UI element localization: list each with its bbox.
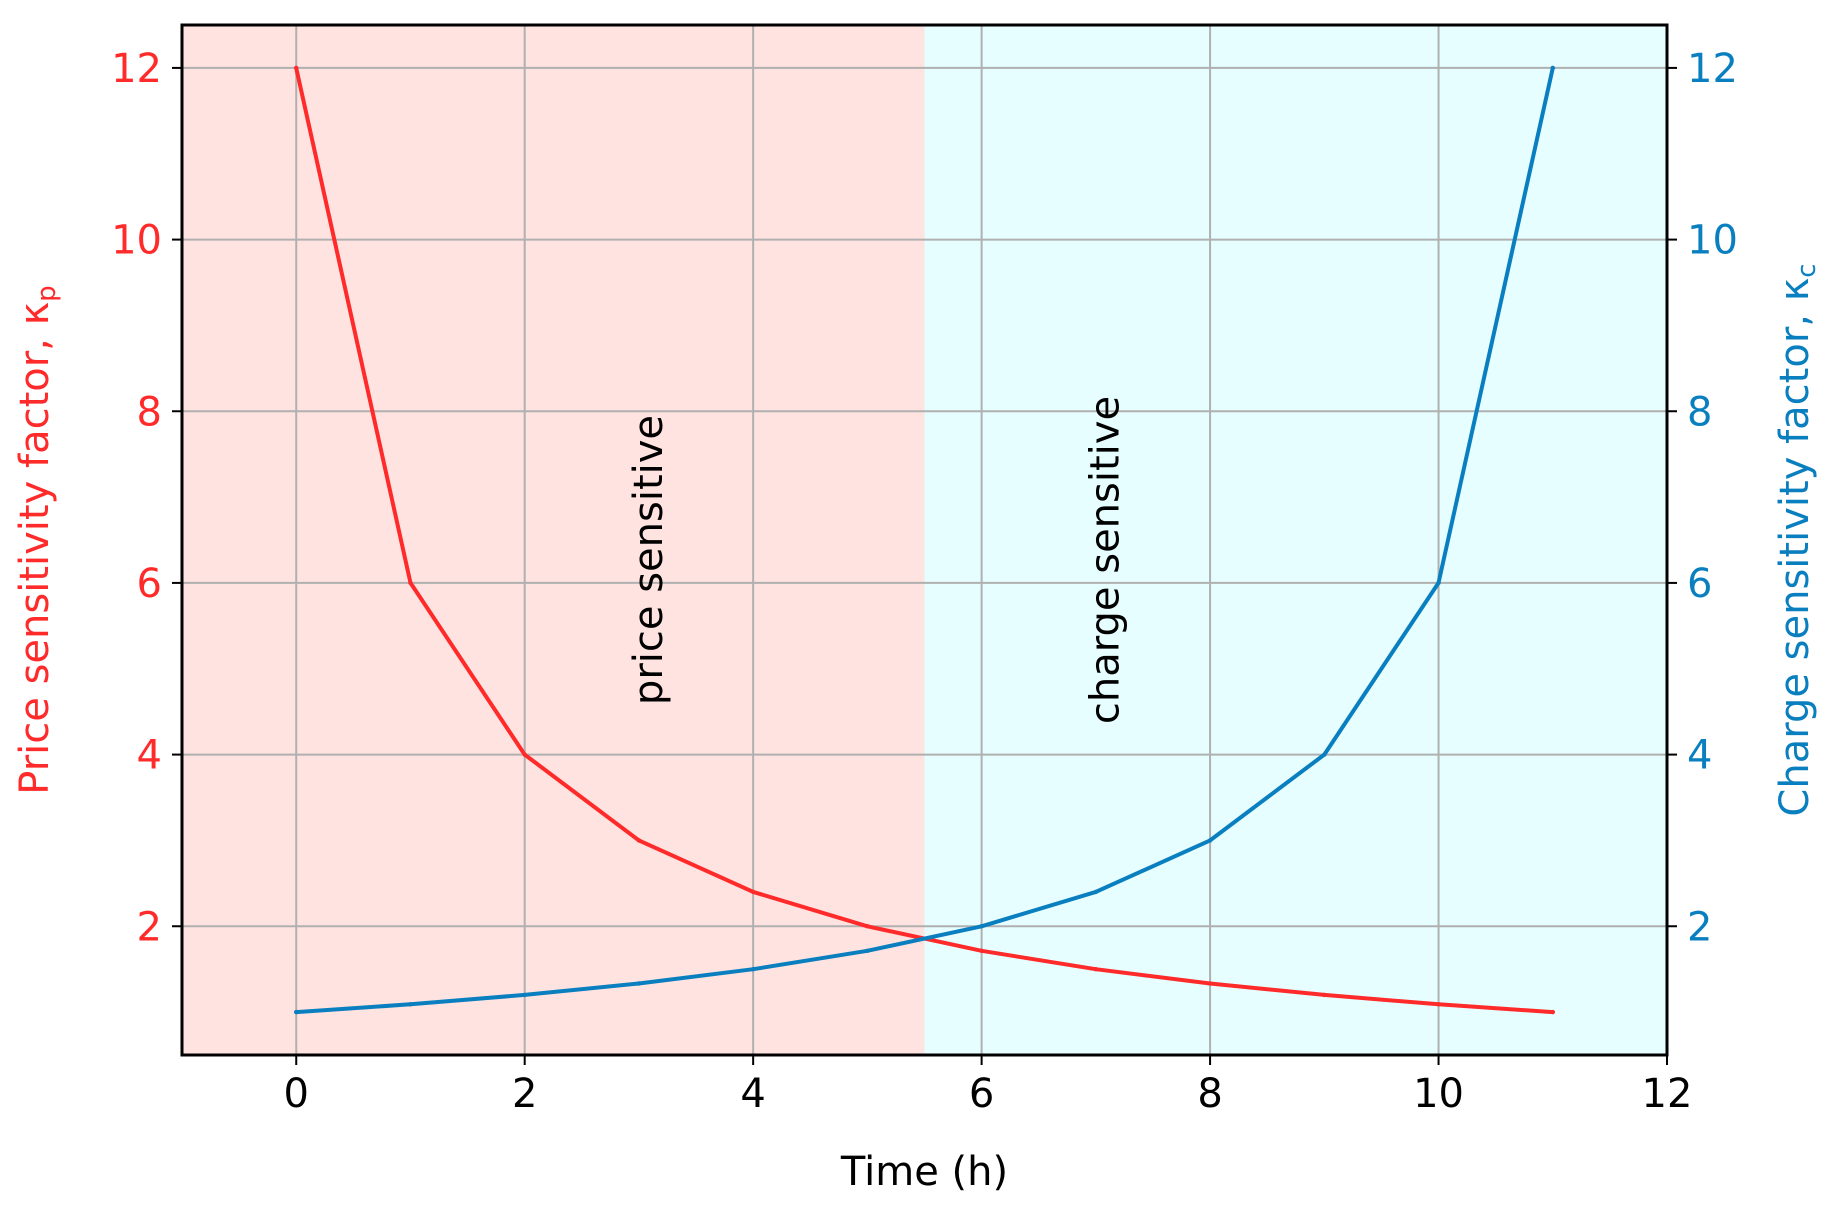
data-point-1-3 (636, 981, 642, 986)
x-tick-label-6: 6 (969, 1071, 994, 1117)
series-lines (294, 65, 1555, 1015)
data-point-0-11 (1550, 1009, 1555, 1015)
left-axis-label-group: Price sensitivity factor, κp (12, 285, 62, 794)
left-axis-label-subscript: p (32, 285, 62, 302)
right-tick-label-8: 8 (1687, 389, 1712, 435)
background-regions (182, 25, 1667, 1055)
right-axis-ticks: 2 4 6 8 10 12 (1667, 46, 1738, 950)
x-tick-label-10: 10 (1413, 1071, 1464, 1117)
right-tick-label-12: 12 (1687, 46, 1738, 92)
series-line-1 (294, 65, 1555, 1015)
region-label-1: charge sensitive (1083, 396, 1129, 724)
region-labels: price sensitive charge sensitive (626, 396, 1129, 724)
region-0 (182, 25, 925, 1055)
left-tick-label-8: 8 (137, 389, 162, 435)
x-axis-label: Time (h) (840, 1149, 1008, 1195)
right-axis-label: Charge sensitivity factor, κc (1772, 263, 1822, 816)
data-point-1-8 (1207, 838, 1213, 843)
data-point-1-9 (1322, 752, 1327, 757)
x-axis-ticks: 0 2 4 6 8 10 12 (284, 1055, 1693, 1117)
left-tick-label-4: 4 (137, 733, 162, 779)
data-point-0-6 (979, 948, 984, 953)
x-tick-label-12: 12 (1642, 1071, 1693, 1117)
data-point-1-0 (294, 1009, 299, 1015)
right-tick-label-10: 10 (1687, 218, 1738, 264)
data-point-1-4 (750, 966, 756, 972)
data-point-0-0 (294, 65, 299, 71)
x-tick-label-4: 4 (740, 1071, 765, 1117)
data-point-1-5 (865, 948, 870, 953)
data-point-1-1 (408, 1002, 413, 1007)
data-point-0-2 (522, 752, 527, 757)
data-point-0-4 (750, 889, 756, 895)
data-point-0-7 (1093, 966, 1099, 972)
data-point-0-5 (865, 924, 870, 929)
right-tick-label-2: 2 (1687, 904, 1712, 950)
right-tick-label-6: 6 (1687, 561, 1712, 607)
x-tick-label-0: 0 (284, 1071, 309, 1117)
grid (182, 25, 1668, 1055)
right-tick-label-4: 4 (1687, 733, 1712, 779)
left-tick-label-2: 2 (137, 904, 162, 950)
data-point-0-9 (1322, 992, 1327, 998)
data-point-1-2 (522, 992, 527, 998)
left-axis-label: Price sensitivity factor, κp (12, 285, 62, 794)
data-point-0-10 (1436, 1002, 1441, 1007)
left-tick-label-6: 6 (137, 561, 162, 607)
data-point-0-1 (408, 580, 413, 586)
left-axis-ticks: 2 4 6 8 10 12 (111, 46, 182, 950)
data-point-1-6 (979, 924, 984, 929)
data-point-1-10 (1436, 580, 1441, 586)
right-axis-label-group: Charge sensitivity factor, κc (1772, 263, 1822, 816)
x-tick-label-2: 2 (512, 1071, 537, 1117)
region-label-0: price sensitive (626, 415, 672, 705)
region-1 (924, 25, 1667, 1055)
data-point-0-3 (636, 838, 642, 843)
left-tick-label-10: 10 (111, 218, 162, 264)
data-point-0-8 (1207, 981, 1213, 986)
data-point-1-11 (1550, 65, 1555, 71)
left-tick-label-12: 12 (111, 46, 162, 92)
plot-frame (180, 23, 1669, 1057)
data-point-1-7 (1093, 889, 1099, 895)
x-tick-label-8: 8 (1197, 1071, 1222, 1117)
right-axis-label-subscript: c (1792, 263, 1822, 277)
